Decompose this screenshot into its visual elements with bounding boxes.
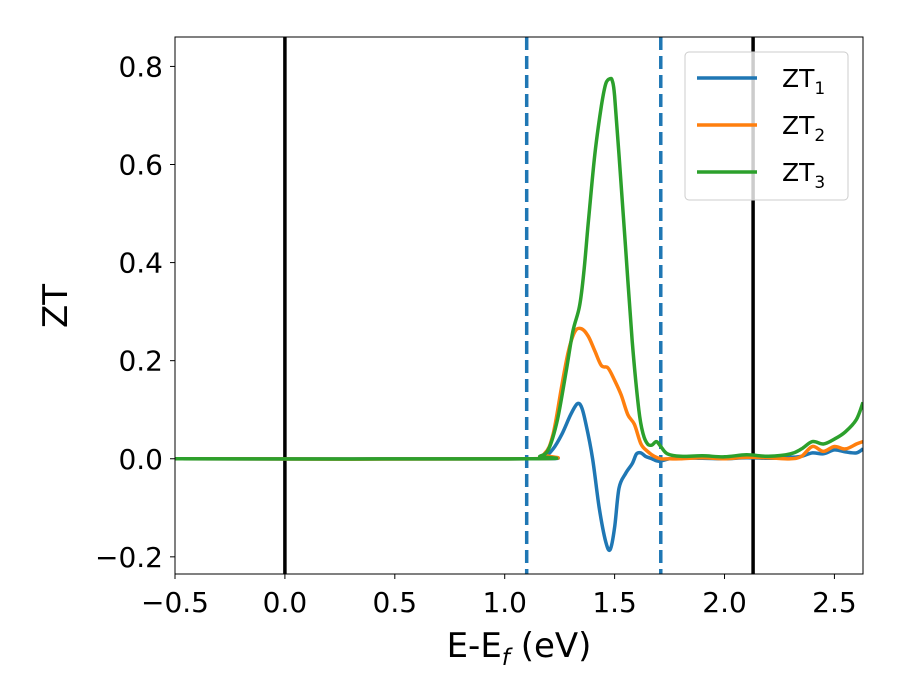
y-axis-label: ZT (36, 284, 76, 328)
series-line-3 (175, 76, 863, 461)
legend-label-1: ZT1 (782, 64, 825, 99)
y-tick-label: −0.2 (95, 541, 163, 574)
legend: ZT1 ZT2 ZT3 (684, 51, 849, 201)
series-line-1 (175, 401, 863, 553)
x-axis: −0.5 0.0 0.5 1.0 1.5 2.0 2.5 (141, 574, 857, 619)
y-tick-label: 0.0 (118, 443, 163, 476)
x-tick-label: 1.0 (482, 586, 527, 619)
x-tick-label: 2.0 (702, 586, 747, 619)
series-lines (175, 76, 863, 553)
vertical-reference-lines (283, 37, 755, 574)
plot-frame (174, 36, 864, 575)
x-tick-label: 2.5 (812, 586, 857, 619)
legend-frame (684, 51, 849, 201)
legend-label-3: ZT3 (782, 158, 825, 193)
y-axis: −0.2 0.0 0.2 0.4 0.6 0.8 (95, 50, 175, 574)
y-tick-label: 0.4 (118, 247, 163, 280)
y-tick-label: 0.2 (118, 345, 163, 378)
legend-label-2: ZT2 (782, 111, 825, 146)
x-axis-label: E-Ef (eV) (447, 626, 592, 671)
x-tick-label: 1.5 (592, 586, 637, 619)
x-tick-label: 0.5 (373, 586, 418, 619)
x-tick-label: 0.0 (263, 586, 308, 619)
y-tick-label: 0.8 (118, 50, 163, 83)
y-tick-label: 0.6 (118, 149, 163, 182)
series-line-2 (175, 326, 863, 461)
x-tick-label: −0.5 (141, 586, 209, 619)
